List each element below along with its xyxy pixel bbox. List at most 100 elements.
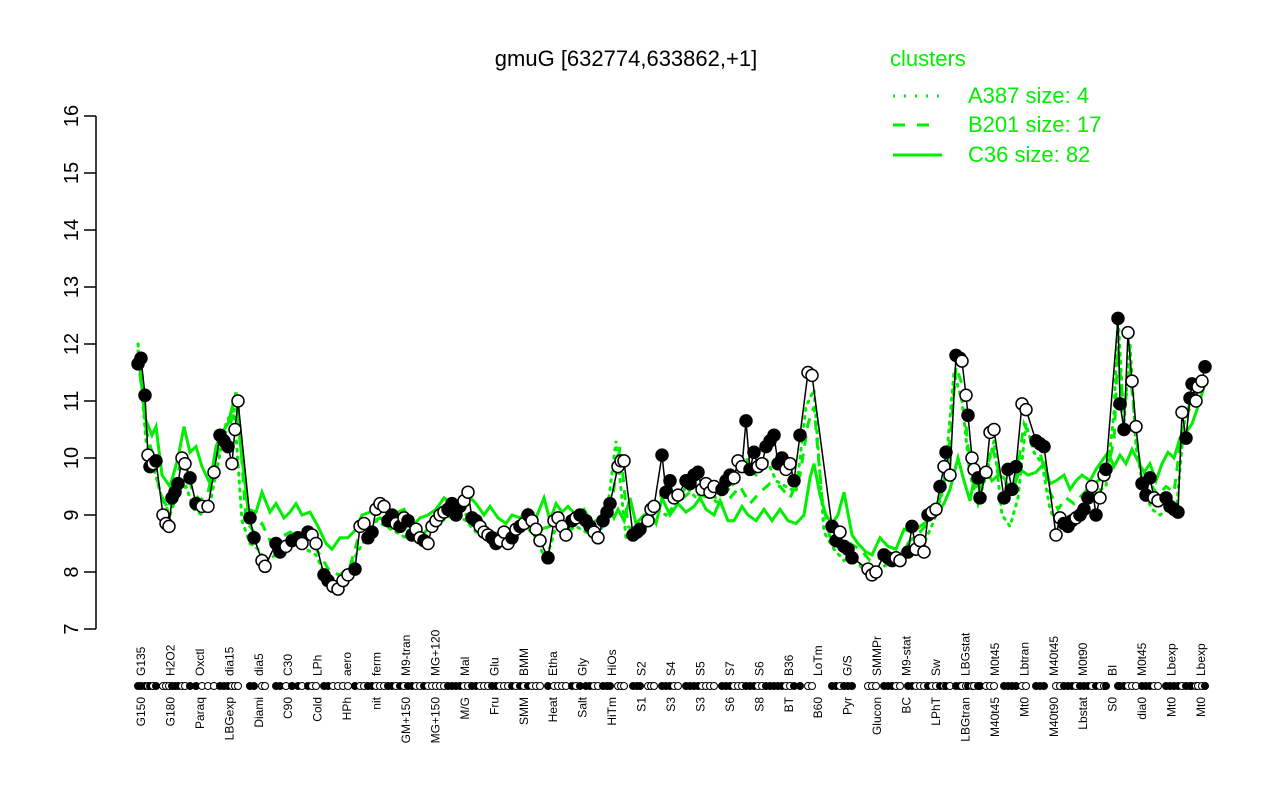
x-tick-label: BMM (517, 648, 531, 676)
x-tick-label: ferm (370, 652, 384, 676)
data-point (1195, 374, 1209, 388)
data-point (987, 422, 1001, 437)
rug-marker (1022, 682, 1030, 690)
data-point (755, 456, 769, 471)
x-axis: G135 H2O2 Oxctl dia15 dia5 C30 LPh aero ferm M9-t… (134, 629, 1209, 743)
data-point (228, 422, 242, 437)
data-point (997, 491, 1011, 505)
rug-marker (344, 682, 352, 690)
x-tick-label: M0t45 (988, 642, 1002, 676)
data-point (348, 562, 362, 576)
x-tick-label: Salt (576, 696, 590, 717)
x-tick-label: Cold (311, 697, 325, 722)
x-tick-label: dia5 (252, 653, 266, 676)
rug-marker (808, 682, 816, 690)
x-tick-label: Glucon (870, 697, 884, 735)
data-point (183, 471, 197, 485)
x-tick-label: G/S (841, 655, 855, 676)
rug-marker (896, 682, 904, 690)
rug-marker (710, 682, 718, 690)
data-point (979, 465, 993, 480)
data-point (943, 468, 957, 482)
y-tick-label: 11 (61, 391, 83, 412)
x-tick-label: Lbexp (1194, 643, 1208, 676)
x-tick-label: S5 (693, 661, 707, 676)
data-point (134, 351, 148, 366)
x-tick-label: dia0 (1135, 697, 1149, 720)
x-tick-label: dia15 (222, 646, 236, 676)
x-tick-label: nit (370, 696, 384, 709)
rug-marker (620, 682, 628, 690)
data-point (247, 531, 261, 545)
data-point (833, 525, 847, 539)
x-tick-label: BT (782, 696, 796, 712)
data-point (401, 513, 415, 528)
rug-marker (536, 682, 544, 690)
x-tick-label: C90 (281, 697, 295, 719)
x-tick-label: S6 (723, 697, 737, 712)
x-tick-label: MG+150 (428, 697, 442, 744)
data-point (913, 533, 927, 548)
data-point (939, 445, 953, 460)
x-tick-label: Gly (576, 658, 590, 676)
data-point (1005, 482, 1019, 497)
y-tick-label: 14 (61, 219, 83, 241)
rug-marker (1201, 682, 1209, 690)
data-point (1077, 502, 1091, 517)
data-point (1189, 394, 1203, 408)
legend: clusters A387 size: 4 B201 size: 17 C36 … (890, 46, 1101, 167)
x-tick-label: H2O2 (163, 644, 177, 676)
y-tick-label: 9 (61, 509, 83, 520)
y-tick-label: 12 (61, 333, 83, 355)
x-tick-label: Paraq (193, 697, 207, 729)
data-point (295, 536, 309, 551)
x-tick-label: S3 (664, 697, 678, 712)
rug-marker (606, 682, 614, 690)
rug-marker (872, 682, 880, 690)
x-tick-label: S3 (693, 697, 707, 712)
data-point (207, 465, 221, 480)
x-tick-label: Lbstat (1076, 696, 1090, 729)
x-tick-label: LBGstat (958, 632, 972, 676)
x-tick-label: M40t90 (1047, 697, 1061, 737)
data-point (529, 522, 543, 537)
data-point (691, 465, 705, 480)
data-point (1198, 360, 1212, 374)
data-point (1099, 462, 1113, 477)
data-point (559, 528, 573, 542)
legend-label-b201: B201 size: 17 (968, 112, 1101, 137)
x-tick-label: M40t45 (1047, 636, 1061, 676)
x-tick-label: Fru (487, 697, 501, 715)
data-point (533, 533, 547, 548)
data-point (845, 551, 859, 565)
x-tick-label: G150 (134, 697, 148, 727)
x-tick-label: S2 (635, 661, 649, 676)
data-point (461, 485, 475, 499)
legend-label-a387: A387 size: 4 (968, 83, 1089, 108)
x-tick-label: S1 (635, 697, 649, 712)
y-axis: 7 8 9 10 11 12 13 14 15 16 (61, 105, 97, 635)
x-tick-label: SMM (517, 697, 531, 725)
rug-marker (848, 682, 856, 690)
x-tick-label: aero (340, 652, 354, 676)
rug-marker (1040, 682, 1048, 690)
data-point (965, 451, 979, 465)
x-tick-label: G180 (163, 697, 177, 727)
x-tick-label: M0t90 (1076, 642, 1090, 676)
x-tick-label: M40t45 (988, 697, 1002, 737)
x-tick-label: G135 (134, 646, 148, 676)
data-point (1113, 397, 1127, 411)
data-point (647, 499, 661, 514)
data-point (149, 454, 163, 468)
x-tick-label: Mt0 (1194, 697, 1208, 717)
x-tick-label: B60 (811, 697, 825, 719)
y-tick-label: 16 (61, 105, 83, 127)
x-tick-label: Diami (252, 697, 266, 728)
x-tick-label: S8 (752, 697, 766, 712)
data-point (1037, 439, 1051, 454)
rug-marker (674, 682, 682, 690)
x-tick-label: C30 (281, 654, 295, 676)
rug-marker (990, 682, 998, 690)
data-point (747, 445, 761, 460)
